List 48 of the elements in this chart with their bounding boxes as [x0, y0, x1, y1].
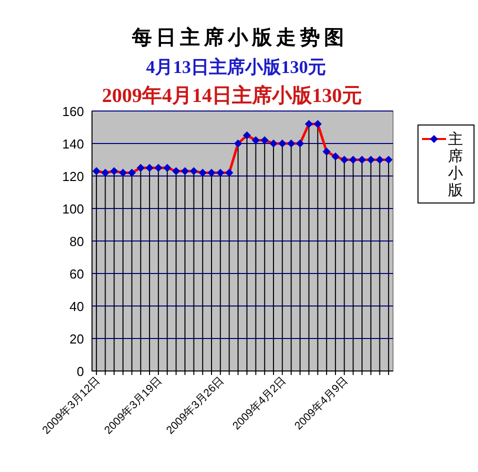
point [376, 156, 384, 164]
point [190, 167, 198, 176]
y-tick-label: 140 [62, 136, 84, 152]
point [287, 140, 296, 148]
point [225, 168, 234, 177]
point [242, 131, 251, 140]
point [366, 156, 375, 164]
point [260, 136, 269, 144]
point [349, 156, 358, 164]
point [110, 167, 118, 176]
point [234, 140, 242, 148]
point [101, 168, 110, 177]
point [208, 168, 216, 177]
chart-title: 每日主席小版走势图 [131, 26, 348, 49]
point [198, 168, 207, 177]
y-tick-label: 100 [62, 202, 84, 216]
point [322, 148, 331, 156]
text: 2009年4月14日主席小版130元 [102, 84, 362, 107]
legend: 主席小版 [418, 124, 474, 204]
point [296, 140, 304, 148]
point [314, 120, 322, 128]
point [92, 167, 100, 176]
point [340, 156, 348, 164]
y-tick-label: 20 [70, 332, 84, 346]
y-tick-label: 60 [70, 266, 84, 282]
chart-subtitle: 4月13日主席小版130元 [146, 57, 326, 77]
legend-label: 主席小版 [448, 131, 463, 199]
y-tick-label: 80 [70, 234, 84, 249]
point [128, 168, 136, 177]
point [252, 136, 260, 144]
point [136, 164, 145, 172]
point [278, 140, 286, 148]
point [216, 168, 224, 177]
point [118, 168, 127, 177]
y-tick-label: 40 [70, 299, 84, 314]
point [384, 156, 393, 164]
point [304, 120, 313, 128]
y-tick-label: 120 [62, 169, 84, 184]
point [269, 140, 278, 148]
y-tick-label: 0 [76, 364, 84, 379]
point [358, 156, 366, 164]
point [180, 167, 189, 176]
point [154, 164, 162, 172]
y-tick-label: 160 [62, 104, 84, 119]
point [331, 152, 340, 160]
point [163, 164, 172, 172]
point [172, 167, 180, 176]
point [146, 164, 154, 172]
